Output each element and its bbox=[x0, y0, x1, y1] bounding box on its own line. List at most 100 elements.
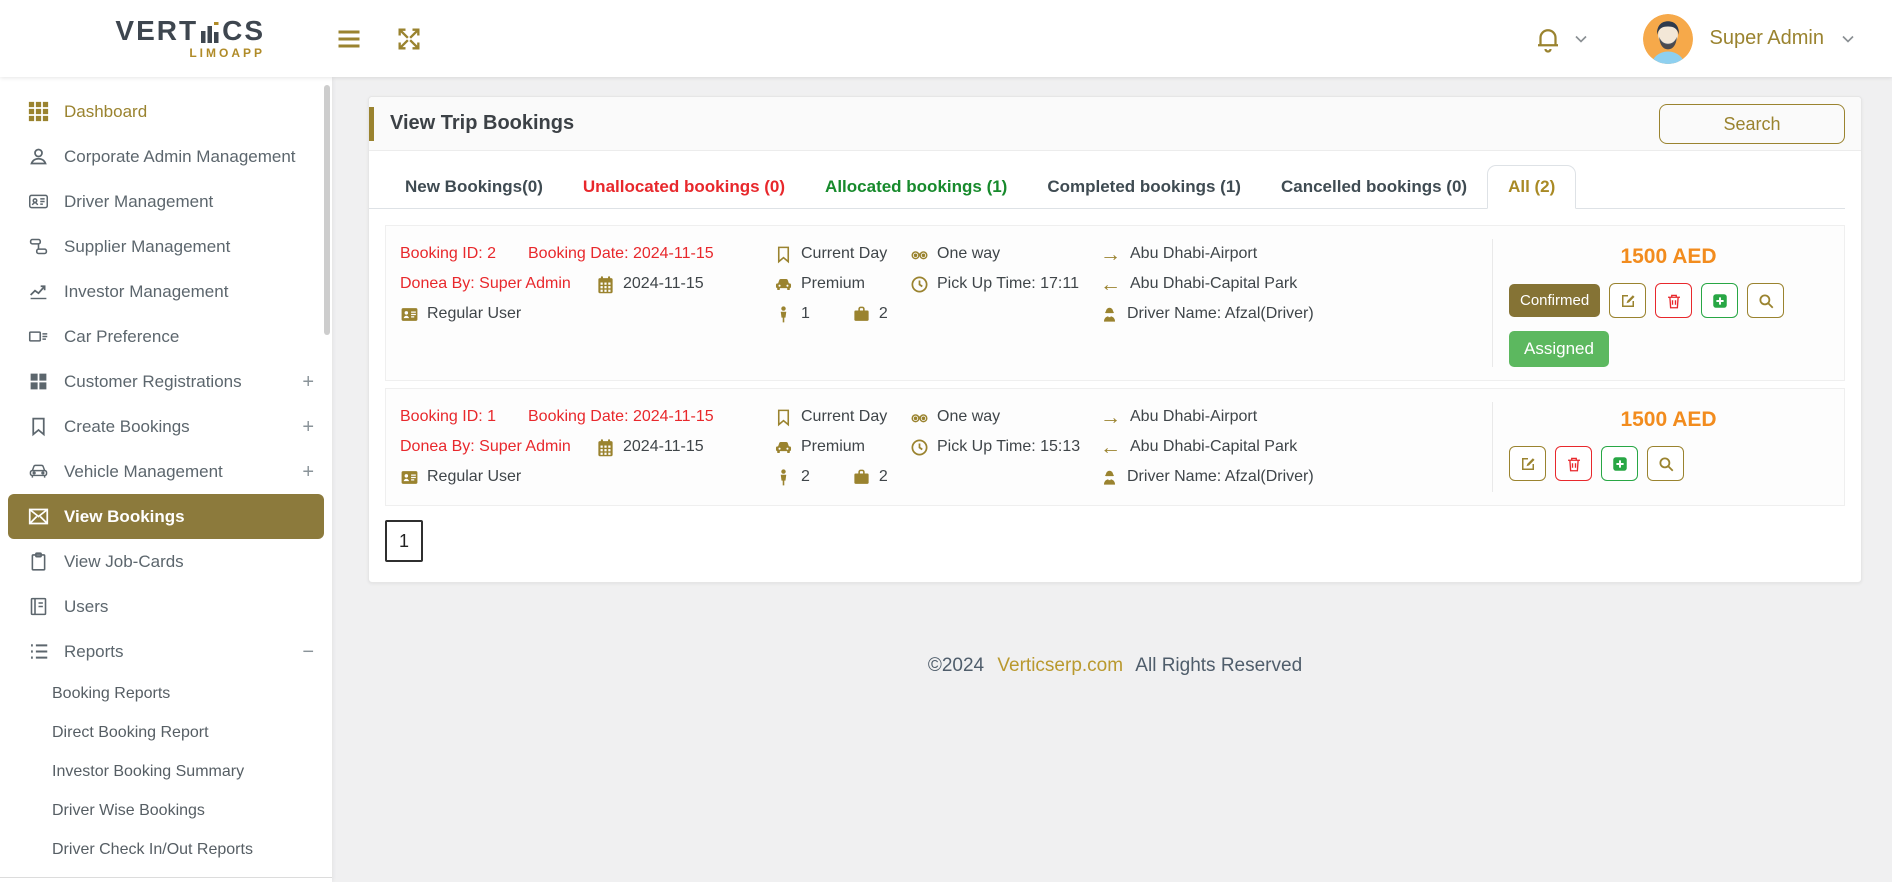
status-badge: Confirmed bbox=[1509, 284, 1601, 317]
sidebar-item-users[interactable]: Users bbox=[0, 584, 332, 629]
sidebar-item-car-preference[interactable]: Car Preference bbox=[0, 314, 332, 359]
sidebar-subitem-direct-booking-report[interactable]: Direct Booking Report bbox=[52, 723, 209, 741]
driver-icon bbox=[1100, 305, 1119, 324]
sidebar-item-customer-registrations[interactable]: Customer Registrations + bbox=[0, 359, 332, 404]
tab-all-2[interactable]: All (2) bbox=[1487, 165, 1577, 209]
done-by: Donea By: Super Admin bbox=[400, 275, 571, 292]
booking-price: 1500 AED bbox=[1620, 408, 1717, 431]
sidebar-subitem-driver-check-in-out-reports[interactable]: Driver Check In/Out Reports bbox=[52, 840, 253, 858]
tab-new-bookings-0[interactable]: New Bookings(0) bbox=[405, 177, 543, 196]
view-trip-bookings-card: View Trip Bookings Search New Bookings(0… bbox=[368, 96, 1862, 583]
edit-button[interactable] bbox=[1609, 283, 1647, 318]
passengers-bags: 1 2 bbox=[774, 305, 910, 324]
card-list-icon bbox=[28, 326, 49, 347]
user-menu-chevron-icon[interactable] bbox=[1838, 29, 1858, 49]
sidebar-item-investor-management[interactable]: Investor Management bbox=[0, 269, 332, 314]
sidebar-item-driver-management[interactable]: Driver Management bbox=[0, 179, 332, 224]
sidebar-subitem-investor-booking-summary[interactable]: Investor Booking Summary bbox=[52, 762, 245, 780]
sidebar-item-reports[interactable]: Reports − bbox=[0, 629, 332, 674]
sidebar-item-dashboard[interactable]: Dashboard bbox=[0, 89, 332, 134]
booking-day: Current Day bbox=[774, 245, 910, 264]
passenger-icon bbox=[774, 468, 793, 487]
booking-date: Booking Date: 2024-11-15 bbox=[528, 408, 714, 425]
search-button[interactable]: Search bbox=[1659, 104, 1845, 144]
bookmark-icon bbox=[774, 408, 793, 427]
vehicle-class: Premium bbox=[774, 438, 910, 457]
trip-date: 2024-11-15 bbox=[528, 275, 774, 294]
calendar-icon bbox=[596, 275, 615, 294]
logo-text-right: CS bbox=[222, 15, 265, 46]
sidebar-subitem-booking-reports[interactable]: Booking Reports bbox=[52, 684, 171, 702]
sidebar-item-view-job-cards[interactable]: View Job-Cards bbox=[0, 539, 332, 584]
assigned-badge: Assigned bbox=[1509, 331, 1609, 367]
notebook-icon bbox=[28, 596, 49, 617]
tab-completed-bookings-1[interactable]: Completed bookings (1) bbox=[1047, 177, 1241, 196]
logo-bars-icon bbox=[201, 22, 219, 43]
sidebar-scrollbar[interactable] bbox=[324, 85, 330, 335]
sidebar-item-vehicle-management[interactable]: Vehicle Management + bbox=[0, 449, 332, 494]
vehicle-class: Premium bbox=[774, 275, 910, 294]
pickup-location: → Abu Dhabi-Airport bbox=[1100, 242, 1258, 266]
squares-icon bbox=[28, 371, 49, 392]
sidebar: Dashboard Corporate Admin Management Dri… bbox=[0, 77, 332, 882]
page-title: View Trip Bookings bbox=[390, 112, 575, 134]
booking-row: Booking ID: 2 Booking Date: 2024-11-15 C… bbox=[385, 225, 1845, 381]
app-logo[interactable]: VERT CS LIMOAPP bbox=[95, 15, 265, 61]
edit-button[interactable] bbox=[1509, 446, 1546, 481]
tab-unallocated-bookings-0[interactable]: Unallocated bookings (0) bbox=[582, 177, 786, 196]
tab-cancelled-bookings-0[interactable]: Cancelled bookings (0) bbox=[1280, 177, 1468, 196]
expander-toggle-icon[interactable]: + bbox=[302, 415, 314, 438]
card-header: View Trip Bookings Search bbox=[369, 97, 1861, 151]
booking-day: Current Day bbox=[774, 408, 910, 427]
sidebar-item-create-bookings[interactable]: Create Bookings + bbox=[0, 404, 332, 449]
hamburger-menu-icon[interactable] bbox=[335, 25, 363, 53]
booking-row: Booking ID: 1 Booking Date: 2024-11-15 C… bbox=[385, 388, 1845, 506]
notifications-bell-icon[interactable] bbox=[1533, 24, 1563, 54]
sidebar-item-corporate-admin-management[interactable]: Corporate Admin Management bbox=[0, 134, 332, 179]
add-button[interactable] bbox=[1701, 283, 1739, 318]
booking-id: Booking ID: 1 bbox=[400, 408, 497, 425]
expander-toggle-icon[interactable]: + bbox=[302, 370, 314, 393]
car-icon bbox=[774, 438, 793, 457]
sidebar-item-view-bookings[interactable]: View Bookings bbox=[8, 494, 324, 539]
briefcase-icon bbox=[852, 305, 871, 324]
id-badge-icon bbox=[400, 305, 419, 324]
passengers-bags: 2 2 bbox=[774, 468, 910, 487]
arrow-left-icon: ← bbox=[1100, 435, 1121, 459]
top-bar: VERT CS LIMOAPP bbox=[0, 0, 1892, 77]
booking-actions: 1500 AED bbox=[1492, 402, 1844, 492]
fullscreen-expand-icon[interactable] bbox=[395, 25, 423, 53]
calendar-icon bbox=[596, 438, 615, 457]
main-content: View Trip Bookings Search New Bookings(0… bbox=[332, 77, 1892, 882]
sidebar-item-supplier-management[interactable]: Supplier Management bbox=[0, 224, 332, 269]
id-card-icon bbox=[28, 191, 49, 212]
trip-type: One way bbox=[910, 245, 1100, 264]
delete-button[interactable] bbox=[1555, 446, 1592, 481]
binoculars-icon bbox=[910, 245, 929, 264]
trip-date: 2024-11-15 bbox=[528, 438, 774, 457]
clipboard-icon bbox=[28, 551, 49, 572]
arrow-right-icon: → bbox=[1100, 242, 1121, 266]
booking-actions: 1500 AED Confirmed Assigned bbox=[1492, 239, 1844, 367]
booking-info: Booking ID: 1 Booking Date: 2024-11-15 C… bbox=[386, 402, 1492, 492]
user-avatar[interactable] bbox=[1643, 13, 1694, 64]
pickup-time: Pick Up Time: 15:13 bbox=[910, 438, 1100, 457]
bookmark-icon bbox=[774, 245, 793, 264]
top-right-controls: Super Admin bbox=[1533, 13, 1858, 64]
tab-allocated-bookings-1[interactable]: Allocated bookings (1) bbox=[825, 177, 1008, 196]
bookmark-icon bbox=[28, 416, 49, 437]
expander-toggle-icon[interactable]: − bbox=[302, 640, 314, 663]
view-details-search-button[interactable] bbox=[1747, 283, 1785, 318]
envelope-icon bbox=[28, 506, 49, 527]
delete-button[interactable] bbox=[1655, 283, 1693, 318]
user-name[interactable]: Super Admin bbox=[1709, 27, 1824, 49]
chevron-down-icon[interactable] bbox=[1571, 29, 1591, 49]
car-icon bbox=[774, 275, 793, 294]
add-button[interactable] bbox=[1601, 446, 1638, 481]
passenger-icon bbox=[774, 305, 793, 324]
sidebar-subitem-driver-wise-bookings[interactable]: Driver Wise Bookings bbox=[52, 801, 205, 819]
expander-toggle-icon[interactable]: + bbox=[302, 460, 314, 483]
view-details-search-button[interactable] bbox=[1647, 446, 1684, 481]
page-1-button[interactable]: 1 bbox=[385, 520, 423, 562]
footer-brand-link[interactable]: Verticserp.com bbox=[997, 655, 1124, 676]
